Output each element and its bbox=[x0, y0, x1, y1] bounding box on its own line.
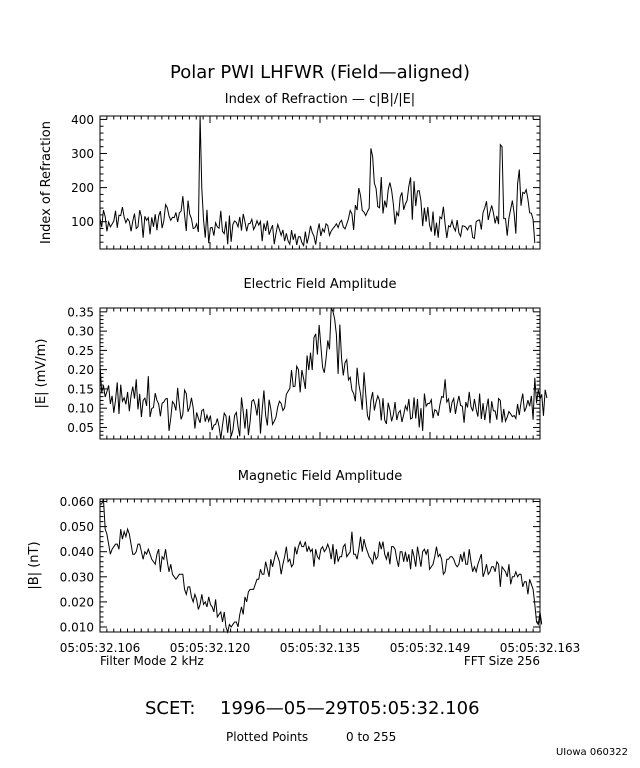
y-tick-label: 200 bbox=[71, 181, 94, 195]
y-tick-label: 0.35 bbox=[67, 305, 94, 319]
chart-panel-refraction: Index of Refraction — c|B|/|E| Index of R… bbox=[39, 92, 541, 250]
plotted-points-label: Plotted Points bbox=[226, 730, 308, 744]
page-text: Polar PWI LHFWR (Field—aligned) Filter M… bbox=[100, 62, 628, 758]
y-tick-label: 300 bbox=[71, 147, 94, 161]
x-tick-label: 05:05:32.149 bbox=[390, 641, 471, 655]
x-tick-label: 05:05:32.106 bbox=[60, 641, 141, 655]
filter-mode-label: Filter Mode 2 kHz bbox=[100, 654, 204, 668]
footer-credit: UIowa 060322 bbox=[556, 747, 628, 758]
fft-size-label: FFT Size 256 bbox=[464, 654, 540, 668]
chart-panel-electric: Electric Field Amplitude |E| (mV/m) 0.05 0.… bbox=[34, 277, 548, 440]
y-tick-label: 0.040 bbox=[60, 545, 94, 559]
y-tick-label: 0.020 bbox=[60, 595, 94, 609]
chart-title: Electric Field Amplitude bbox=[243, 277, 396, 292]
x-tick-label: 05:05:32.135 bbox=[280, 641, 361, 655]
y-tick-label: 0.30 bbox=[67, 325, 94, 339]
x-tick-label: 05:05:32.163 bbox=[500, 641, 581, 655]
series-line bbox=[99, 115, 536, 248]
plotted-points-range: 0 to 255 bbox=[346, 730, 396, 744]
x-tick-label: 05:05:32.120 bbox=[170, 641, 251, 655]
y-tick-label: 0.15 bbox=[67, 382, 94, 396]
chart-title: Index of Refraction — c|B|/|E| bbox=[225, 92, 415, 107]
y-tick-label: 0.030 bbox=[60, 570, 94, 584]
figure-title: Polar PWI LHFWR (Field—aligned) bbox=[170, 62, 470, 83]
y-axis-label: |B| (nT) bbox=[27, 541, 42, 589]
plot-frame bbox=[99, 307, 541, 440]
chart-panel-magnetic: Magnetic Field Amplitude |B| (nT) 0.010 0.0… bbox=[27, 469, 543, 634]
x-tick-labels: 05:05:32.106 05:05:32.120 05:05:32.135 05:0… bbox=[60, 641, 581, 655]
series-line bbox=[99, 307, 548, 440]
y-tick-label: 0.050 bbox=[60, 520, 94, 534]
y-tick-label: 0.060 bbox=[60, 495, 94, 509]
plot-frame bbox=[99, 498, 541, 633]
y-tick-label: 0.20 bbox=[67, 363, 94, 377]
series-line bbox=[100, 498, 543, 634]
y-tick-label: 400 bbox=[71, 113, 94, 127]
y-tick-label: 0.010 bbox=[60, 620, 94, 634]
scet-label: SCET: bbox=[145, 698, 195, 719]
y-tick-label: 0.05 bbox=[67, 421, 94, 435]
scet-value: 1996—05—29T05:05:32.106 bbox=[220, 698, 480, 719]
y-tick-label: 100 bbox=[71, 215, 94, 229]
chart-panels: Index of Refraction — c|B|/|E| Index of R… bbox=[27, 92, 580, 655]
chart-title: Magnetic Field Amplitude bbox=[238, 469, 402, 484]
y-axis-label: |E| (mV/m) bbox=[34, 339, 49, 409]
y-axis-label: Index of Refraction bbox=[39, 121, 54, 244]
y-tick-label: 0.10 bbox=[67, 402, 94, 416]
y-tick-label: 0.25 bbox=[67, 344, 94, 358]
